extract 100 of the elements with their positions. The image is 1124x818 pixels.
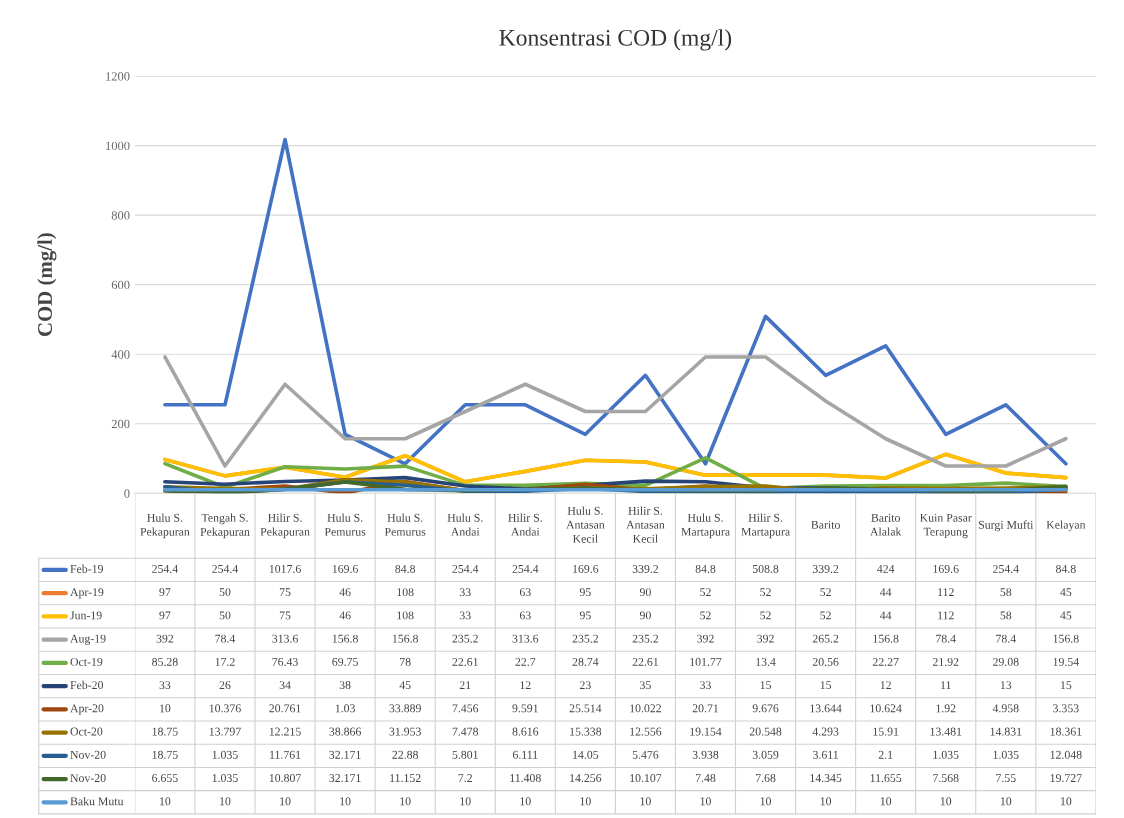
x-tick-label: Hilir S. Martapura: [741, 513, 790, 539]
y-tick-label: 1000: [106, 141, 130, 151]
data-label: 14.345: [810, 774, 842, 783]
data-label: 58: [1000, 588, 1012, 597]
data-label: 15: [1061, 681, 1072, 690]
data-label: 84.8: [695, 564, 716, 573]
data-label: 13: [1000, 681, 1012, 690]
legend-label: Oct-20: [70, 727, 103, 736]
data-label: 18.75: [152, 727, 178, 736]
legend-label: Apr-20: [70, 704, 104, 715]
data-label: 46: [339, 588, 351, 597]
data-label: 33: [159, 681, 171, 690]
data-label: 50: [219, 611, 231, 620]
data-label: 101.77: [690, 657, 722, 666]
data-label: 1.035: [993, 750, 1019, 759]
data-label: 31.953: [389, 727, 421, 736]
data-label: 10.624: [870, 704, 902, 713]
data-label: 7.456: [452, 704, 479, 713]
data-label: 2.1: [878, 750, 893, 759]
data-label: 15: [760, 681, 771, 690]
data-label: 235.2: [572, 634, 598, 643]
data-label: 1017.6: [269, 564, 301, 573]
data-label: 11.655: [870, 774, 902, 783]
data-label: 11.761: [270, 750, 301, 759]
legend-label: Feb-19: [70, 564, 103, 573]
data-label: 10: [160, 704, 171, 713]
data-label: 19.54: [1053, 657, 1079, 666]
data-label: 32.171: [329, 774, 361, 783]
data-label: 12.048: [1050, 750, 1082, 759]
x-tick-label: Barito Alalak: [870, 513, 902, 536]
data-label: 21: [459, 681, 471, 689]
data-label: 3.353: [1053, 704, 1079, 713]
data-label: 8.616: [512, 727, 539, 736]
data-label: 10: [520, 797, 531, 806]
data-label: 32.171: [329, 750, 361, 759]
data-label: 339.2: [812, 564, 839, 573]
data-label: 38: [339, 681, 351, 690]
data-label: 5.476: [632, 750, 659, 759]
data-label: 12: [520, 681, 531, 689]
x-tick-label: Kuin Pasar Terapung: [920, 513, 972, 539]
data-label: 84.8: [395, 564, 416, 573]
data-label: 25.514: [569, 704, 602, 713]
data-label: 10.376: [209, 704, 241, 713]
data-label: 22.27: [872, 657, 899, 666]
data-label: 18.75: [152, 750, 178, 759]
data-label: 45: [1060, 588, 1072, 597]
data-label: 11: [941, 681, 951, 689]
y-axis-title: COD (mg/l): [37, 233, 57, 337]
data-label: 156.8: [332, 634, 358, 643]
data-label: 6.111: [512, 750, 538, 759]
data-label: 52: [700, 611, 711, 620]
y-tick-label: 200: [111, 419, 130, 429]
data-label: 10: [640, 797, 651, 806]
data-label: 45: [1060, 611, 1072, 620]
data-label: 235.2: [632, 634, 659, 643]
data-label: 13.481: [930, 727, 962, 736]
data-label: 11.408: [510, 774, 541, 783]
data-label: 108: [397, 588, 414, 597]
data-label: 52: [760, 611, 771, 620]
data-label: 10: [1061, 797, 1072, 806]
data-label: 78.4: [996, 634, 1016, 643]
data-label: 14.05: [573, 750, 599, 759]
data-label: 313.6: [512, 634, 539, 643]
data-label: 12.556: [630, 727, 662, 736]
data-label: 3.938: [692, 750, 719, 759]
data-label: 44: [880, 588, 892, 597]
data-label: 90: [639, 611, 651, 620]
data-label: 33: [459, 611, 471, 620]
data-label: 22.7: [515, 657, 536, 666]
data-label: 78.4: [936, 634, 956, 643]
data-label: 9.591: [512, 704, 538, 713]
data-label: 19.154: [690, 727, 722, 736]
data-label: 10: [400, 797, 411, 806]
y-tick-label: 800: [111, 211, 130, 220]
x-tick-label: Hilir S. Antasan Kecil: [626, 506, 665, 543]
data-label: 22.61: [632, 657, 658, 666]
data-label: 20.56: [812, 657, 839, 666]
data-label: 14.831: [990, 727, 1022, 736]
data-label: 20.71: [692, 704, 719, 713]
data-label: 13.4: [756, 657, 776, 666]
data-label: 35: [640, 681, 651, 690]
x-tick-label: Hulu S. Andai: [447, 513, 483, 536]
data-label: 392: [156, 634, 174, 643]
data-label: 1.035: [212, 750, 238, 759]
data-label: 75: [279, 588, 291, 597]
x-tick-label: Hulu S. Martapura: [681, 513, 730, 539]
x-tick-label: Hulu S. Pemurus: [384, 513, 426, 536]
data-label: 21.92: [932, 657, 959, 666]
data-label: 7.68: [756, 774, 776, 783]
x-tick-label: Barito: [811, 520, 840, 529]
chart-title: Konsentrasi COD (mg/l): [499, 29, 732, 51]
data-label: 13.797: [209, 727, 241, 736]
data-label: 339.2: [632, 564, 659, 573]
data-label: 5.801: [452, 750, 478, 759]
data-label: 169.6: [933, 564, 959, 573]
data-label: 26: [219, 681, 231, 690]
data-label: 46: [339, 611, 351, 620]
data-label: 10: [460, 797, 471, 806]
data-label: 7.478: [452, 727, 479, 736]
data-label: 97: [159, 611, 171, 620]
